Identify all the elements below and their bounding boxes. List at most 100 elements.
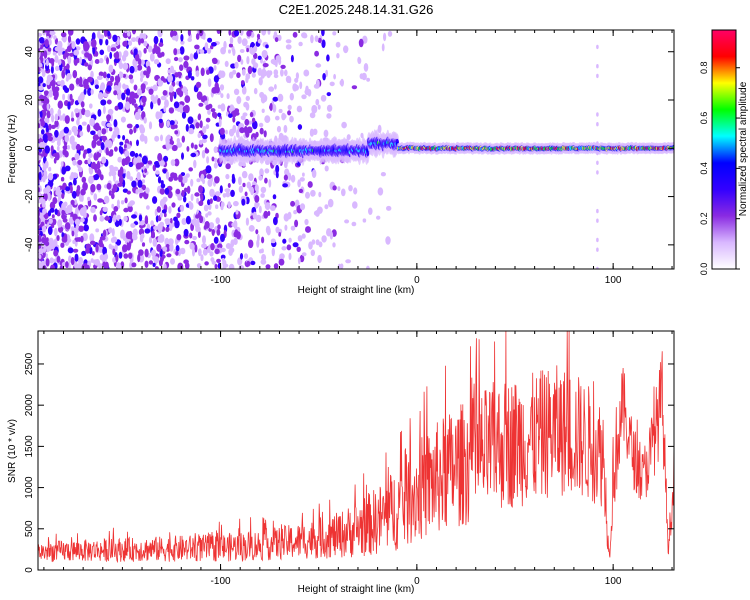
spectrogram-noise-cell	[73, 128, 79, 136]
spectrogram-noise-cell	[164, 218, 171, 223]
spectrogram-noise-cell	[213, 162, 218, 169]
spectrogram-noise-cell	[282, 183, 288, 188]
spectrogram-noise-cell	[230, 189, 235, 197]
spectrogram-noise-cell	[99, 254, 105, 261]
spectrogram-noise-cell	[301, 32, 307, 38]
spectrogram-noise-cell	[96, 75, 103, 81]
spectrogram-noise-cell	[310, 249, 315, 257]
spectrogram-noise-cell	[138, 249, 144, 256]
spectrogram-noise-cell	[292, 31, 298, 38]
spectrogram-noise-cell	[204, 261, 209, 266]
spectrogram-noise-cell	[340, 263, 344, 269]
spectrogram-noise-cell	[195, 122, 200, 129]
spectrogram-noise-cell	[41, 69, 46, 78]
spectrogram-noise-cell	[308, 241, 313, 250]
spectrogram-noise-cell	[44, 91, 49, 96]
spectrogram-noise-cell	[272, 194, 277, 200]
spectrogram-noise-cell	[152, 262, 156, 267]
spectrogram-noise-cell	[126, 123, 133, 129]
spectrogram-noise-cell	[64, 115, 70, 124]
spectrogram-noise-cell	[139, 192, 143, 199]
spectrogram-ylabel: Frequency (Hz)	[7, 115, 18, 184]
spectrogram-noise-cell	[351, 85, 358, 90]
spectrogram-noise-cell	[136, 64, 143, 71]
spectrogram-noise-cell	[197, 212, 202, 217]
spectrogram-noise-cell	[258, 205, 262, 214]
spectrogram-noise-cell	[200, 67, 205, 77]
spectrogram-noise-cell	[148, 260, 154, 265]
spectrogram-noise-cell	[41, 225, 47, 232]
spectrogram-noise-cell	[320, 94, 327, 102]
spectrogram-noise-cell	[211, 229, 215, 235]
spectrogram-noise-cell	[106, 182, 112, 190]
spectrogram-noise-cell	[311, 239, 316, 245]
spectrogram-noise-cell	[95, 228, 100, 233]
spectrogram-noise-cell	[110, 47, 117, 52]
spectrogram-noise-cell	[67, 55, 72, 65]
spectrogram-noise-cell	[192, 235, 198, 241]
spectrogram-noise-cell	[183, 60, 189, 69]
spectrogram-noise-cell	[102, 71, 107, 79]
spectrogram-noise-cell	[44, 145, 50, 154]
spectrogram-noise-cell	[108, 227, 113, 234]
spectrogram-noise-cell	[38, 133, 41, 140]
spectrogram-noise-cell	[54, 55, 59, 63]
spectrogram-noise-cell	[147, 45, 153, 53]
spectrogram-noise-cell	[153, 59, 160, 65]
spectrogram-noise-cell	[377, 187, 384, 196]
spectrogram-noise-cell	[157, 176, 162, 184]
spectrogram-noise-cell	[107, 150, 114, 157]
spectrogram-noise-cell	[185, 124, 189, 132]
spectrogram-noise-cell	[206, 156, 210, 164]
spectrogram-noise-cell	[78, 225, 85, 232]
spectrogram-noise-cell	[134, 53, 140, 62]
spectrogram-noise-cell	[54, 208, 58, 215]
spectrogram-noise-cell	[242, 85, 247, 95]
spectrogram-noise-cell	[117, 169, 121, 176]
spectrogram-noise-cell	[124, 30, 128, 34]
spectrogram-noise-cell	[186, 146, 190, 152]
spectrogram-noise-cell	[233, 88, 240, 96]
snr-xtick-label: 0	[414, 576, 420, 587]
spectrogram-noise-cell	[343, 45, 349, 54]
spectrogram-noise-cell	[219, 185, 223, 194]
spectrogram-noise-cell	[185, 215, 191, 225]
spectrogram-noise-cell	[39, 37, 45, 44]
spectrogram-noise-cell	[273, 216, 278, 226]
spectrogram-noise-cell	[171, 202, 176, 208]
spectrogram-noise-cell	[185, 173, 190, 178]
spectrogram-noise-cell	[129, 128, 133, 135]
spectrogram-noise-cell	[70, 111, 74, 120]
spectrogram-noise-cell	[257, 38, 262, 44]
spectrogram-noise-cell	[173, 216, 178, 222]
spectrogram-noise-cell	[207, 211, 212, 216]
spectrogram-noise-cell	[154, 266, 159, 269]
spectrogram-noise-cell	[311, 169, 317, 179]
spectrogram-noise-cell	[273, 31, 278, 37]
spectrogram-noise-cell	[222, 263, 229, 268]
spectrogram-noise-cell	[260, 193, 265, 198]
spectrogram-noise-cell	[314, 35, 319, 42]
spectrogram-noise-cell	[141, 242, 146, 247]
spectrogram-noise-cell	[139, 127, 143, 134]
spectrogram-noise-cell	[150, 94, 155, 102]
spectrogram-noise-cell	[280, 69, 284, 77]
spectrogram-noise-cell	[284, 224, 288, 231]
spectrogram-noise-cell	[246, 30, 252, 37]
spectrogram-noise-cell	[45, 160, 49, 169]
spectrogram-noise-cell	[264, 115, 271, 123]
spectrogram-noise-cell	[60, 161, 64, 167]
spectrogram-noise-cell	[65, 261, 69, 269]
spectrogram-noise-cell	[208, 222, 215, 229]
spectrogram-noise-cell	[112, 166, 119, 172]
spectrogram-noise-cell	[41, 203, 46, 208]
spectrogram-noise-cell	[78, 257, 84, 266]
spectrogram-noise-cell	[85, 247, 90, 254]
spectrogram-noise-cell	[280, 64, 286, 69]
spectrogram-noise-cell	[74, 253, 79, 262]
spectrogram-noise-cell	[228, 43, 233, 48]
spectrogram-noise-cell	[275, 171, 279, 179]
spectrogram-noise-cell	[125, 231, 132, 240]
spectrogram-noise-cell	[257, 67, 263, 76]
spectrogram-noise-cell	[287, 110, 292, 116]
